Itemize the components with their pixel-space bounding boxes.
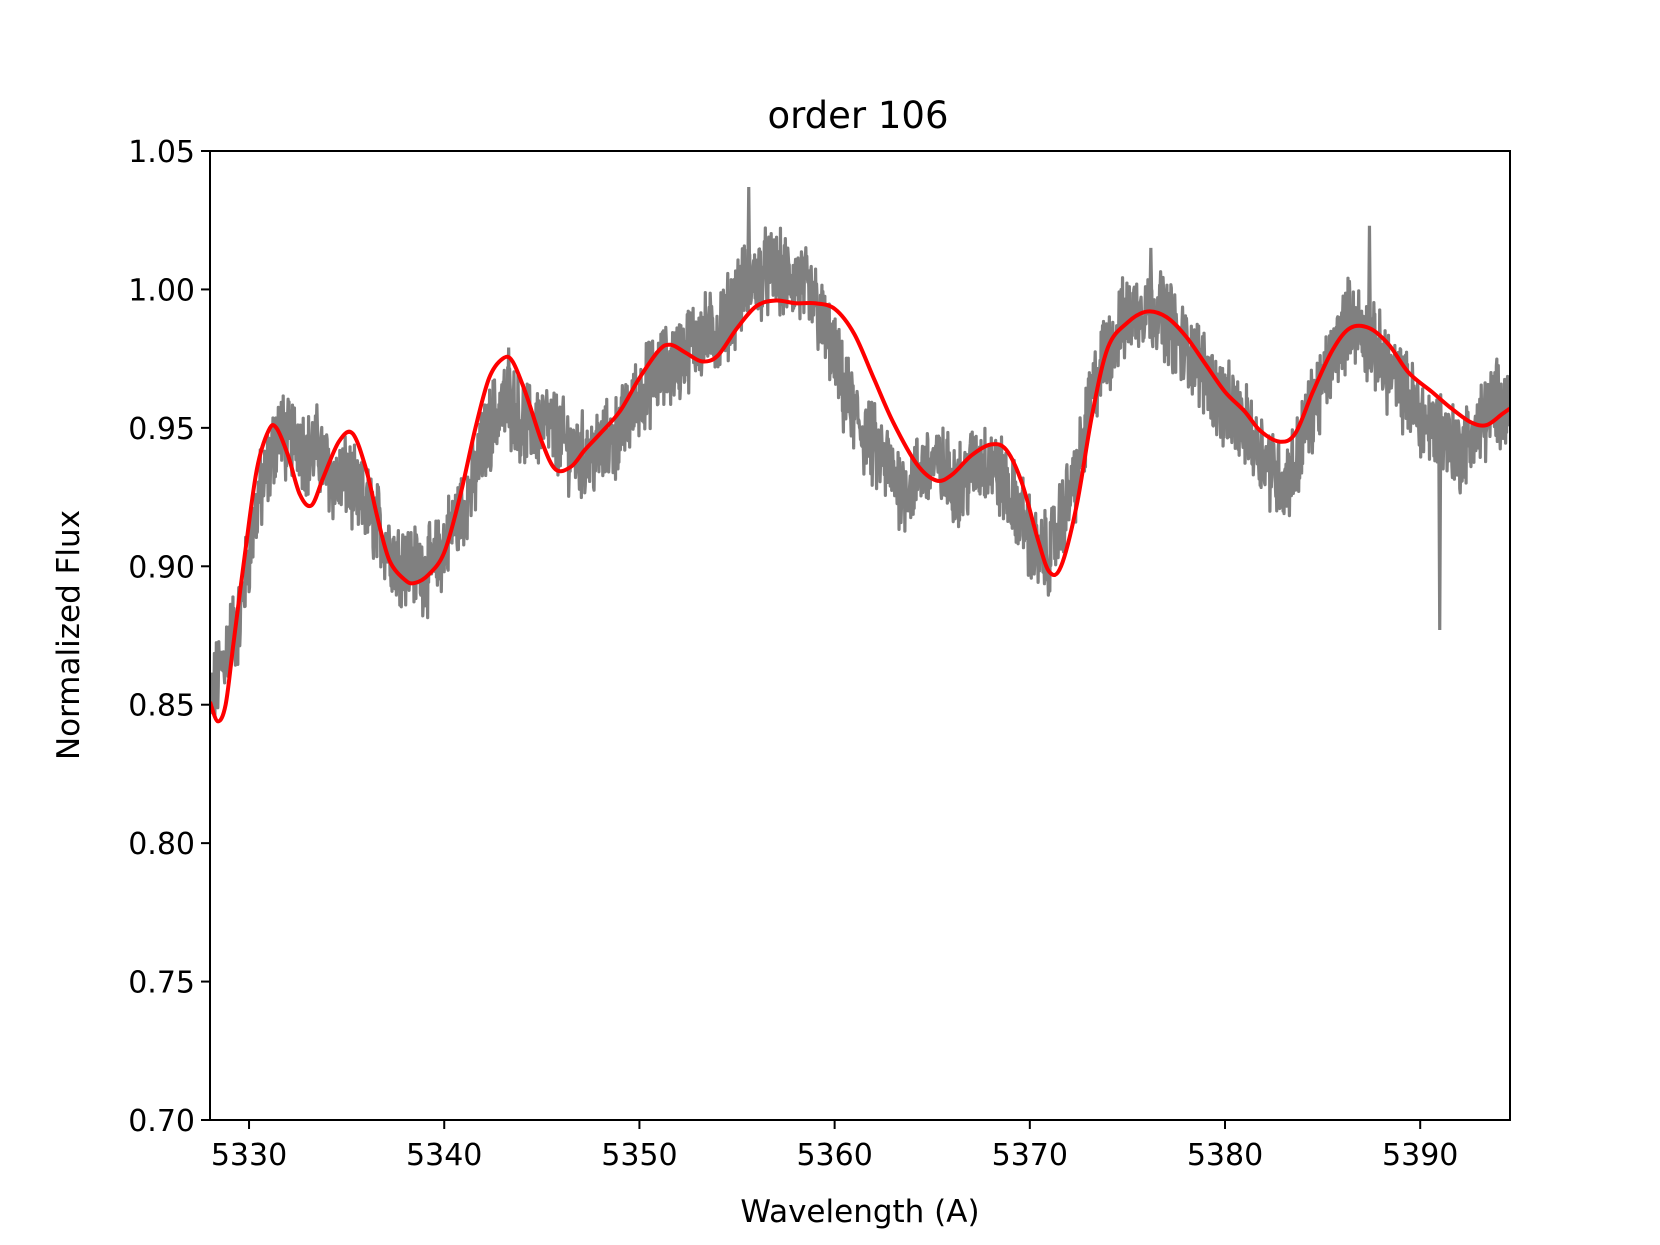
x-tick-label-5370: 5370: [992, 1138, 1068, 1173]
x-tick-label-5390: 5390: [1382, 1138, 1458, 1173]
x-tick-label-5340: 5340: [406, 1138, 482, 1173]
x-tick-label-5330: 5330: [211, 1138, 287, 1173]
spectrum-spike-0: [746, 186, 752, 283]
spectrum-spike-2: [1437, 427, 1443, 630]
x-tick-label-5380: 5380: [1187, 1138, 1263, 1173]
plot-frame: [209, 150, 1511, 1121]
y-axis: 0.70 0.75 0.80 0.85 0.90 0.95 1.00 1.05: [128, 135, 210, 1139]
y-tick-label-1.00: 1.00: [128, 273, 195, 308]
x-tick-label-5360: 5360: [796, 1138, 872, 1173]
spectrum-spike-4: [1148, 247, 1154, 305]
x-axis: 5330 5340 5350 5360 5370 5380 5390: [211, 1120, 1458, 1173]
observed-spectrum-line: [210, 226, 1510, 719]
y-tick-label-1.05: 1.05: [128, 135, 195, 170]
y-tick-label-0.80: 0.80: [128, 827, 195, 862]
spectrum-spike-3: [506, 347, 512, 406]
plot-area: [210, 186, 1510, 724]
chart-title: order 106: [767, 94, 948, 137]
x-tick-label-5350: 5350: [601, 1138, 677, 1173]
y-tick-label-0.75: 0.75: [128, 966, 195, 1001]
y-tick-label-0.95: 0.95: [128, 412, 195, 447]
model-fit-line: [210, 298, 1510, 724]
y-axis-label: Normalized Flux: [51, 510, 87, 760]
y-tick-label-0.90: 0.90: [128, 550, 195, 585]
y-tick-label-0.85: 0.85: [128, 689, 195, 724]
spectrum-spike-1: [1366, 225, 1373, 343]
y-tick-label-0.70: 0.70: [128, 1104, 195, 1139]
x-axis-label: Wavelength (A): [740, 1194, 979, 1230]
